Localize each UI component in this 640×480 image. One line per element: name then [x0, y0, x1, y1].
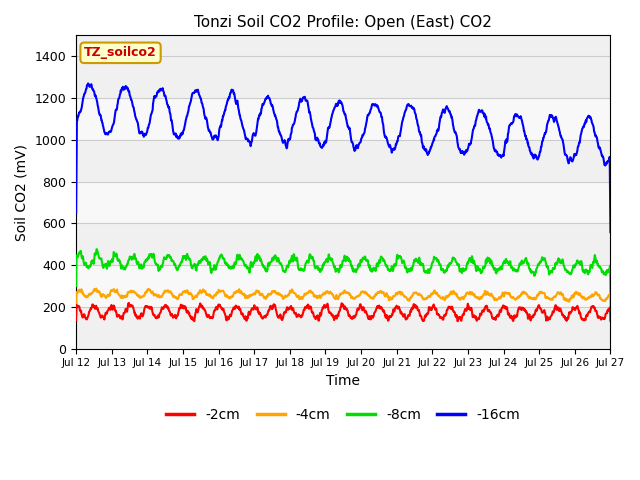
Legend: -2cm, -4cm, -8cm, -16cm: -2cm, -4cm, -8cm, -16cm: [161, 403, 525, 428]
Title: Tonzi Soil CO2 Profile: Open (East) CO2: Tonzi Soil CO2 Profile: Open (East) CO2: [195, 15, 492, 30]
Bar: [76, 98, 611, 140]
Bar: [76, 181, 611, 223]
Bar: [76, 265, 611, 307]
X-axis label: Time: Time: [326, 374, 360, 388]
Y-axis label: Soil CO2 (mV): Soil CO2 (mV): [15, 144, 29, 240]
Text: TZ_soilco2: TZ_soilco2: [84, 46, 157, 60]
